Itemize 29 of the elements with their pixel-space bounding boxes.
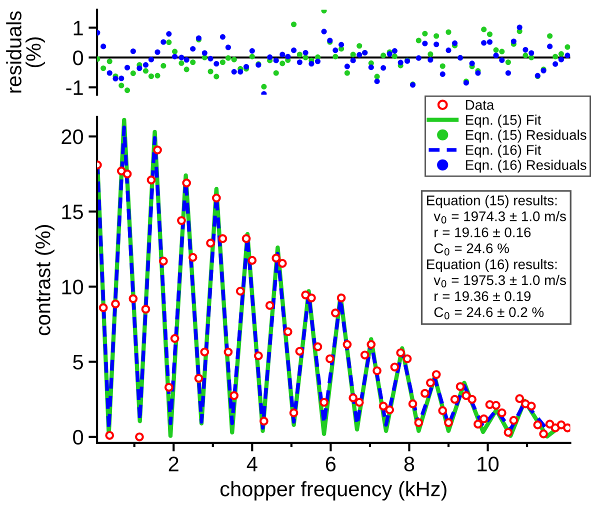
- legend-label: Data: [466, 100, 494, 110]
- annotation: v$_{0}$ = 1974.3 ± 1.0 m/s: [434, 211, 566, 224]
- annotation: Equation (16) results:: [427, 259, 557, 272]
- y-tick-label: 5: [73, 354, 83, 370]
- y-axis-title: residuals (%): [6, 11, 45, 93]
- x-tick-label: 2: [168, 456, 178, 472]
- x-tick-label: 6: [326, 456, 336, 472]
- annotation: C$_{0}$ = 24.6 ± 0.2 %: [434, 307, 544, 320]
- x-tick-label: 4: [246, 456, 258, 472]
- y-tick-label: 0: [73, 430, 84, 445]
- x-tick-label: 10: [478, 456, 499, 472]
- y-tick-label: 10: [62, 280, 84, 294]
- legend-label: Eqn. (16) Fit: [466, 144, 542, 158]
- annotation: Equation (15) results:: [427, 195, 557, 208]
- legend-label: Eqn. (15) Residuals: [466, 130, 586, 143]
- legend-label: Eqn. (16) Residuals: [466, 160, 586, 173]
- y-tick-label: -1: [66, 80, 83, 95]
- y-tick-label: 20: [62, 129, 84, 144]
- y-tick-label: 0: [73, 50, 84, 66]
- annotation: r = 19.16 ± 0.16: [434, 227, 531, 238]
- legend-label: Eqn. (15) Fit: [466, 114, 542, 128]
- annotation: v$_{0}$ = 1975.3 ± 1.0 m/s: [434, 274, 566, 288]
- x-tick-label: 8: [404, 456, 414, 472]
- x-axis-title: chopper frequency (kHz): [220, 481, 446, 500]
- annotation: r = 19.36 ± 0.19: [434, 291, 531, 302]
- y-tick-label: 1: [74, 20, 83, 36]
- annotation: C$_{0}$ = 24.6 %: [434, 243, 509, 256]
- y-axis-title: contrast (%): [35, 225, 54, 336]
- y-tick-label: 15: [62, 204, 83, 220]
